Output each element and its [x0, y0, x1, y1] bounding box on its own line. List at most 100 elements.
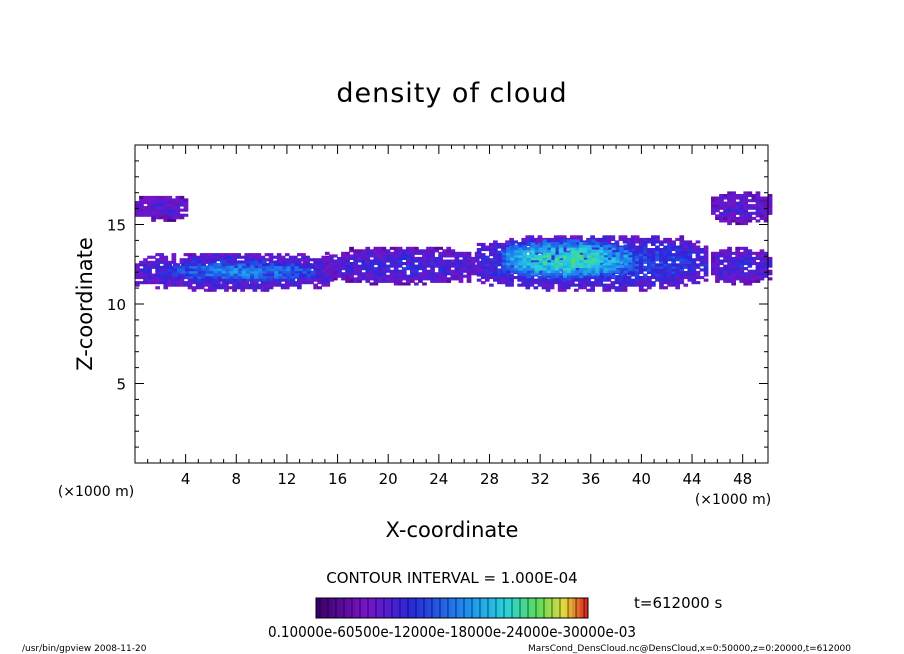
density-cell	[655, 250, 660, 254]
density-cell	[575, 239, 580, 243]
density-cell	[254, 270, 259, 274]
density-cell	[438, 274, 443, 278]
density-cell	[727, 199, 732, 203]
density-cell	[305, 281, 310, 285]
density-cell	[667, 253, 672, 257]
density-cell	[642, 250, 648, 254]
density-cell	[671, 240, 676, 244]
density-cell	[630, 273, 636, 277]
density-cell	[233, 268, 239, 272]
density-cell	[442, 249, 448, 253]
density-cell	[651, 235, 656, 239]
density-cell	[618, 237, 624, 241]
density-cell	[217, 263, 223, 267]
density-cell	[197, 260, 202, 264]
density-cell	[248, 283, 254, 287]
density-cell	[185, 273, 190, 277]
density-cell	[579, 244, 584, 248]
density-cell	[143, 281, 148, 285]
density-cell	[280, 260, 286, 264]
density-cell	[151, 278, 156, 282]
density-cell	[614, 278, 620, 282]
density-cell	[599, 254, 605, 258]
colorbar-segment	[500, 598, 504, 618]
density-cell	[373, 254, 379, 258]
density-cell	[183, 258, 189, 262]
density-cell	[623, 270, 629, 274]
density-cell	[393, 254, 399, 258]
density-cell	[353, 264, 358, 268]
density-cell	[767, 256, 773, 260]
density-cell	[606, 283, 612, 287]
density-cell	[147, 255, 152, 259]
density-cell	[711, 254, 716, 258]
density-cell	[546, 262, 552, 266]
density-cell	[763, 204, 769, 208]
density-cell	[542, 277, 548, 281]
density-cell	[305, 260, 310, 264]
density-cell	[369, 272, 375, 276]
density-cell	[199, 253, 205, 257]
density-cell	[309, 278, 314, 282]
density-cell	[735, 196, 740, 200]
density-cell	[595, 264, 600, 268]
density-cell	[438, 246, 443, 250]
density-cell	[574, 288, 579, 292]
density-cell	[381, 274, 387, 278]
density-cell	[522, 267, 528, 271]
density-cell	[501, 278, 506, 282]
density-cell	[561, 288, 567, 292]
density-cell	[213, 265, 219, 269]
density-cell	[541, 283, 547, 287]
density-cell	[735, 256, 740, 260]
density-cell	[583, 272, 588, 276]
density-cell	[357, 264, 362, 268]
density-cell	[254, 280, 259, 284]
density-cell	[324, 274, 330, 278]
density-cell	[534, 270, 540, 274]
density-cell	[139, 201, 144, 205]
density-cell	[151, 255, 156, 259]
density-cell	[711, 204, 716, 208]
colorbar-segment	[544, 598, 548, 618]
density-cell	[615, 259, 621, 263]
density-cell	[185, 268, 190, 272]
density-cell	[711, 269, 716, 273]
density-cell	[233, 278, 239, 282]
density-cell	[422, 249, 427, 253]
density-cell	[763, 262, 769, 266]
density-cell	[715, 196, 720, 200]
density-cell	[679, 268, 685, 272]
density-cell	[221, 278, 227, 282]
density-cell	[167, 276, 173, 280]
density-cell	[509, 237, 514, 241]
density-cell	[201, 270, 206, 274]
density-cell	[493, 245, 498, 249]
density-cell	[533, 278, 539, 282]
density-cell	[642, 273, 648, 277]
density-cell	[266, 265, 271, 269]
density-cell	[418, 259, 423, 263]
density-cell	[591, 270, 596, 274]
density-cell	[671, 245, 676, 249]
density-cell	[522, 252, 528, 256]
density-cell	[731, 209, 736, 213]
density-cell	[361, 262, 367, 266]
density-cell	[763, 216, 769, 220]
density-cell	[623, 262, 629, 266]
density-cell	[727, 209, 732, 213]
density-cell	[743, 282, 749, 286]
density-cell	[642, 248, 648, 252]
density-cell	[683, 253, 689, 257]
density-cell	[542, 242, 548, 246]
density-cell	[341, 259, 346, 263]
density-cell	[489, 273, 494, 277]
density-cell	[615, 252, 621, 256]
density-cell	[274, 263, 279, 267]
density-cell	[583, 267, 588, 271]
density-cell	[695, 248, 701, 252]
density-cell	[651, 268, 656, 272]
density-cell	[618, 283, 624, 287]
density-cell	[731, 196, 736, 200]
density-cell	[583, 249, 588, 253]
